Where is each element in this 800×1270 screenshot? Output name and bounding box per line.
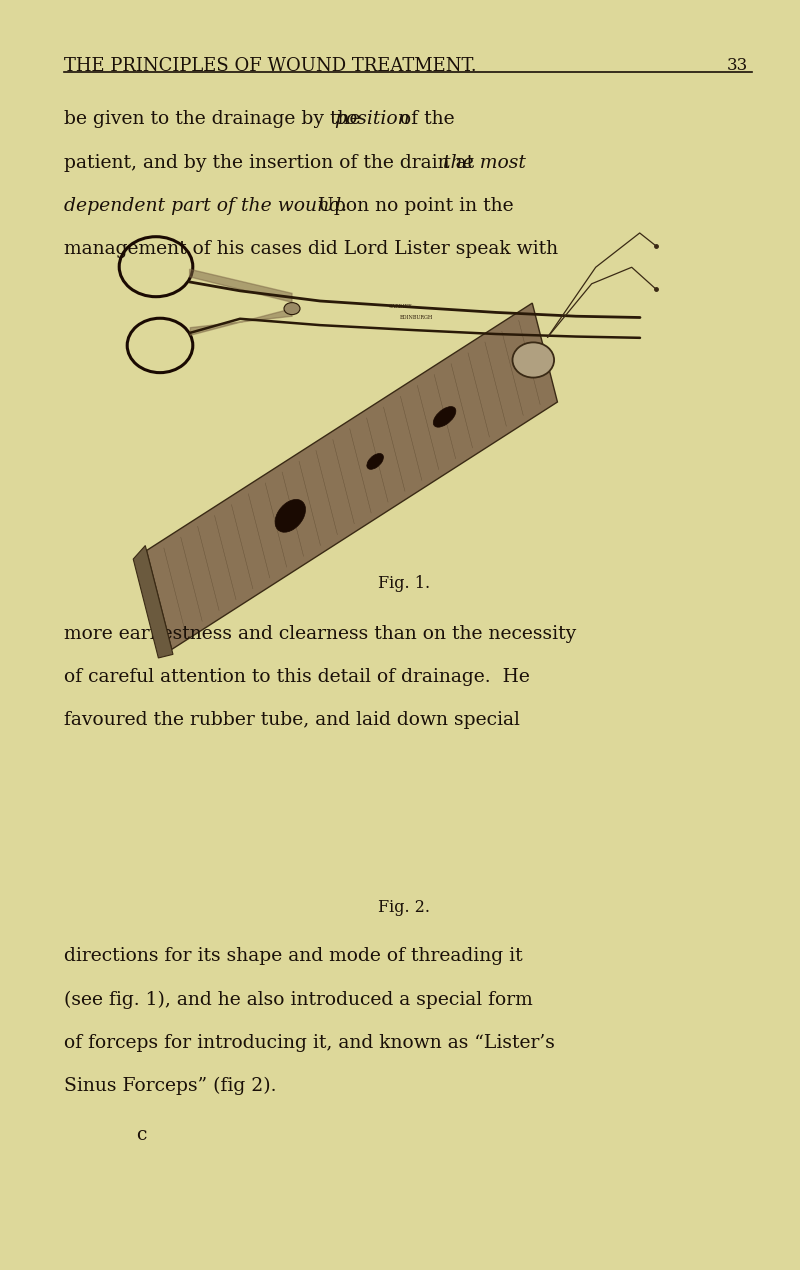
Ellipse shape xyxy=(513,343,554,377)
Text: of the: of the xyxy=(394,110,455,128)
Text: directions for its shape and mode of threading it: directions for its shape and mode of thr… xyxy=(64,947,522,965)
Text: more earnestness and clearness than on the necessity: more earnestness and clearness than on t… xyxy=(64,625,576,643)
Polygon shape xyxy=(190,269,292,302)
Polygon shape xyxy=(190,309,292,335)
Ellipse shape xyxy=(275,499,306,532)
Text: favoured the rubber tube, and laid down special: favoured the rubber tube, and laid down … xyxy=(64,711,520,729)
Polygon shape xyxy=(134,546,173,658)
Text: Sinus Forceps” (fig 2).: Sinus Forceps” (fig 2). xyxy=(64,1077,277,1095)
Text: position: position xyxy=(334,110,410,128)
Text: EDINBURGH: EDINBURGH xyxy=(399,315,433,320)
Polygon shape xyxy=(146,304,558,649)
Text: of careful attention to this detail of drainage.  He: of careful attention to this detail of d… xyxy=(64,668,530,686)
Text: THE PRINCIPLES OF WOUND TREATMENT.: THE PRINCIPLES OF WOUND TREATMENT. xyxy=(64,57,477,75)
Text: management of his cases did Lord Lister speak with: management of his cases did Lord Lister … xyxy=(64,240,558,258)
Text: patient, and by the insertion of the drain at: patient, and by the insertion of the dra… xyxy=(64,154,480,171)
Text: CARDIFF: CARDIFF xyxy=(388,304,412,309)
Text: Upon no point in the: Upon no point in the xyxy=(306,197,514,215)
Ellipse shape xyxy=(367,453,383,470)
Text: c: c xyxy=(136,1126,146,1144)
Text: Fig. 2.: Fig. 2. xyxy=(378,899,430,916)
Ellipse shape xyxy=(284,302,300,315)
Text: of forceps for introducing it, and known as “Lister’s: of forceps for introducing it, and known… xyxy=(64,1034,555,1052)
Text: the most: the most xyxy=(443,154,526,171)
Text: 33: 33 xyxy=(726,57,748,74)
Ellipse shape xyxy=(434,406,456,427)
Text: Fig. 1.: Fig. 1. xyxy=(378,575,430,592)
Text: dependent part of the wound.: dependent part of the wound. xyxy=(64,197,347,215)
Text: be given to the drainage by the: be given to the drainage by the xyxy=(64,110,366,128)
Text: (see fig. 1), and he also introduced a special form: (see fig. 1), and he also introduced a s… xyxy=(64,991,533,1008)
